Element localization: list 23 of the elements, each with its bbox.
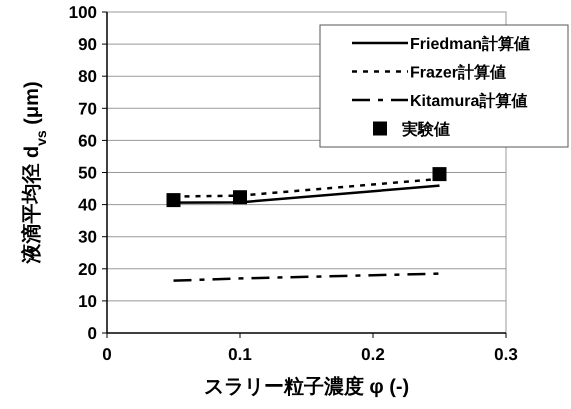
legend-label: Friedman計算値 xyxy=(410,35,530,53)
legend-label: 実験値 xyxy=(401,120,450,138)
y-tick-label: 70 xyxy=(78,99,97,118)
y-tick-label: 0 xyxy=(88,324,97,343)
y-tick-label: 60 xyxy=(78,131,97,150)
point xyxy=(166,193,180,208)
y-tick-label: 40 xyxy=(78,196,97,215)
y-tick-label: 30 xyxy=(78,228,97,247)
y-tick-label: 90 xyxy=(78,35,97,54)
y-tick-label: 20 xyxy=(78,260,97,279)
x-tick-label: 0.3 xyxy=(494,345,518,364)
legend-label: Frazer計算値 xyxy=(410,64,506,82)
x-tick-label: 0.2 xyxy=(361,345,385,364)
x-tick-label: 0 xyxy=(102,345,112,364)
y-tick-label: 10 xyxy=(78,292,97,311)
y-tick-label: 80 xyxy=(78,67,97,86)
y-tick-label: 100 xyxy=(68,3,97,22)
x-tick-label: 0.1 xyxy=(228,345,252,364)
point xyxy=(432,167,446,182)
y-tick-label: 50 xyxy=(78,164,97,182)
legend-label: Kitamura計算値 xyxy=(410,92,528,110)
point xyxy=(233,190,247,204)
x-axis-title: スラリー粒子濃度 φ (-) xyxy=(204,375,410,398)
